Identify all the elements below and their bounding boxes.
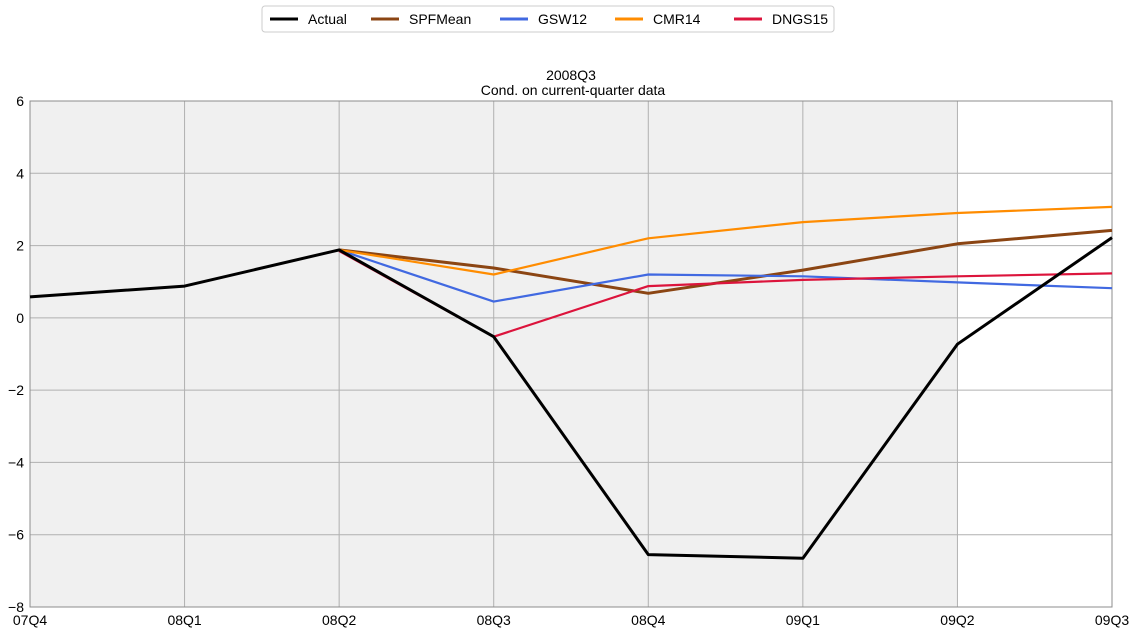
x-tick-label: 09Q3 — [1095, 612, 1129, 628]
legend-item-dngs15[interactable]: DNGS15 — [734, 11, 828, 27]
chart-subtitle: Cond. on current-quarter data — [481, 82, 666, 98]
y-tick-label: −4 — [8, 454, 24, 470]
legend[interactable]: Actual SPFMean GSW12 CMR14 DNGS15 — [261, 5, 835, 33]
y-tick-label: −2 — [8, 382, 24, 398]
x-tick-label: 08Q3 — [477, 612, 511, 628]
x-tick-label: 08Q1 — [167, 612, 201, 628]
legend-box — [261, 5, 835, 33]
series-line-gsw12 — [338, 248, 1113, 303]
x-tick-label: 08Q4 — [631, 612, 665, 628]
legend-label: SPFMean — [409, 11, 471, 27]
series-line-actual — [29, 236, 1113, 560]
legend-item-gsw12[interactable]: GSW12 — [500, 11, 587, 27]
y-tick-label: 0 — [16, 310, 24, 326]
legend-item-cmr14[interactable]: CMR14 — [615, 11, 701, 27]
legend-item-actual[interactable]: Actual — [270, 11, 347, 27]
series-line-spfmean — [338, 228, 1113, 295]
y-tick-label: −6 — [8, 527, 24, 543]
legend-label: CMR14 — [653, 11, 701, 27]
x-tick-label: 09Q1 — [786, 612, 820, 628]
legend-label: Actual — [308, 11, 347, 27]
plot-frame — [29, 100, 1113, 608]
y-tick-label: 4 — [16, 165, 24, 181]
x-tick-label: 07Q4 — [13, 612, 47, 628]
series-layer — [29, 205, 1113, 560]
y-tick-label: 6 — [16, 93, 24, 109]
y-axis-tick-labels: −8 −6 −4 −2 0 2 4 6 — [8, 93, 24, 615]
legend-label: GSW12 — [538, 11, 587, 27]
x-tick-label: 08Q2 — [322, 612, 356, 628]
legend-item-spfmean[interactable]: SPFMean — [371, 11, 471, 27]
x-axis-tick-labels: 07Q4 08Q1 08Q2 08Q3 08Q4 09Q1 09Q2 09Q3 — [13, 612, 1129, 628]
grid-lines — [30, 101, 1112, 607]
chart-title: 2008Q3 — [546, 67, 596, 83]
series-line-cmr14 — [338, 205, 1113, 276]
x-tick-label: 09Q2 — [940, 612, 974, 628]
legend-label: DNGS15 — [772, 11, 828, 27]
y-tick-label: −8 — [8, 599, 24, 615]
y-tick-label: 2 — [16, 238, 24, 254]
